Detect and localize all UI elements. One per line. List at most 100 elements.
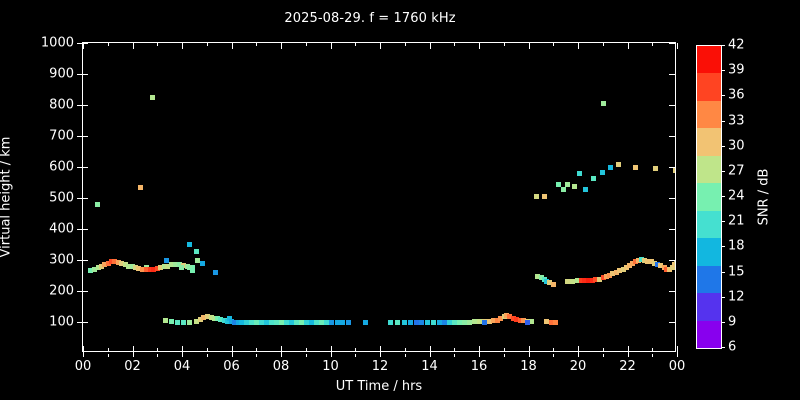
x-tick-major [479,351,480,357]
x-tick-minor [157,354,159,357]
data-point [645,258,651,264]
colorbar-tick [721,246,725,248]
x-tick-label: 22 [619,359,636,374]
data-point [144,266,150,272]
data-point [395,320,401,326]
data-point [641,258,647,263]
x-tick-inner [231,346,233,351]
x-tick-inner [652,348,654,351]
colorbar-segment [697,265,721,294]
colorbar-tick-label: 9 [728,314,737,330]
y-tick [83,43,88,44]
data-point [572,183,578,189]
data-point [163,258,169,263]
x-tick-top [652,43,654,46]
data-point [590,175,596,181]
data-point [151,266,157,272]
x-tick-inner [330,346,332,351]
colorbar-segment [697,100,721,129]
colorbar-tick-label: 27 [728,163,745,179]
colorbar-tick [721,221,725,223]
colorbar [696,45,725,349]
data-point [462,320,468,325]
data-point [318,320,324,326]
x-tick-top [404,43,406,46]
data-point [221,318,227,324]
x-tick-top [231,43,233,49]
data-point [658,263,664,268]
data-point [481,320,487,325]
x-tick-label: 18 [520,359,537,374]
data-point [578,277,584,283]
scatter-points-layer [83,43,675,351]
colorbar-tick [721,321,725,323]
data-point [541,194,547,200]
x-tick-inner [83,346,84,351]
colorbar-tick [721,95,725,97]
y-tick [83,74,88,75]
data-point [638,257,644,263]
data-point [599,169,605,175]
data-point [514,316,520,322]
data-point [303,320,309,326]
x-tick-label: 06 [223,359,240,374]
y-tick [83,167,88,168]
x-tick-label: 16 [470,359,488,374]
data-point [175,319,180,325]
colorbar-tick-label: 15 [728,264,745,279]
y-tick-label: 1000 [40,35,74,51]
x-axis-label: UT Time / hrs [335,379,423,394]
y-tick [77,167,83,168]
y-tick [77,74,83,75]
data-point [122,262,128,268]
x-tick-top [355,43,357,46]
y-axis-label: Virtual height / km [0,136,14,258]
x-tick-label: 04 [173,359,191,374]
data-point [193,318,199,324]
data-point [510,315,516,321]
data-point [548,320,554,325]
data-point [425,320,430,326]
data-point [652,165,658,171]
colorbar-tick-label: 24 [728,188,745,204]
data-point [431,320,437,326]
data-point [564,278,570,284]
data-point [418,320,424,325]
data-point [178,264,184,270]
data-point [308,320,314,326]
data-point [624,264,629,270]
colorbar-tick-label: 12 [728,289,745,305]
data-point [552,320,558,325]
x-tick-inner [206,348,208,351]
x-tick-major [380,351,381,357]
colorbar-tick-label: 6 [728,339,737,355]
data-point [158,265,164,271]
data-point [187,264,193,270]
x-tick-top [553,43,555,46]
data-point [582,277,588,283]
data-point [190,267,196,273]
y-tick [669,322,675,323]
data-point [165,263,171,269]
data-point [538,275,544,281]
colorbar-tick-label: 30 [728,138,745,154]
x-tick-label: 12 [371,359,389,374]
data-point [603,274,609,280]
x-tick-inner [305,348,307,351]
data-point [345,320,351,325]
data-point [168,319,174,325]
y-tick [669,198,675,199]
data-point [574,278,580,284]
data-point [600,275,606,281]
data-point [140,266,146,272]
data-point [235,320,241,326]
data-point [585,277,591,283]
data-point [279,320,284,326]
data-point [457,319,463,325]
data-point [442,320,448,326]
colorbar-tick-label: 39 [728,62,745,78]
y-tick [83,229,88,230]
data-point [547,280,553,286]
data-point [613,269,619,275]
data-point [249,320,255,325]
